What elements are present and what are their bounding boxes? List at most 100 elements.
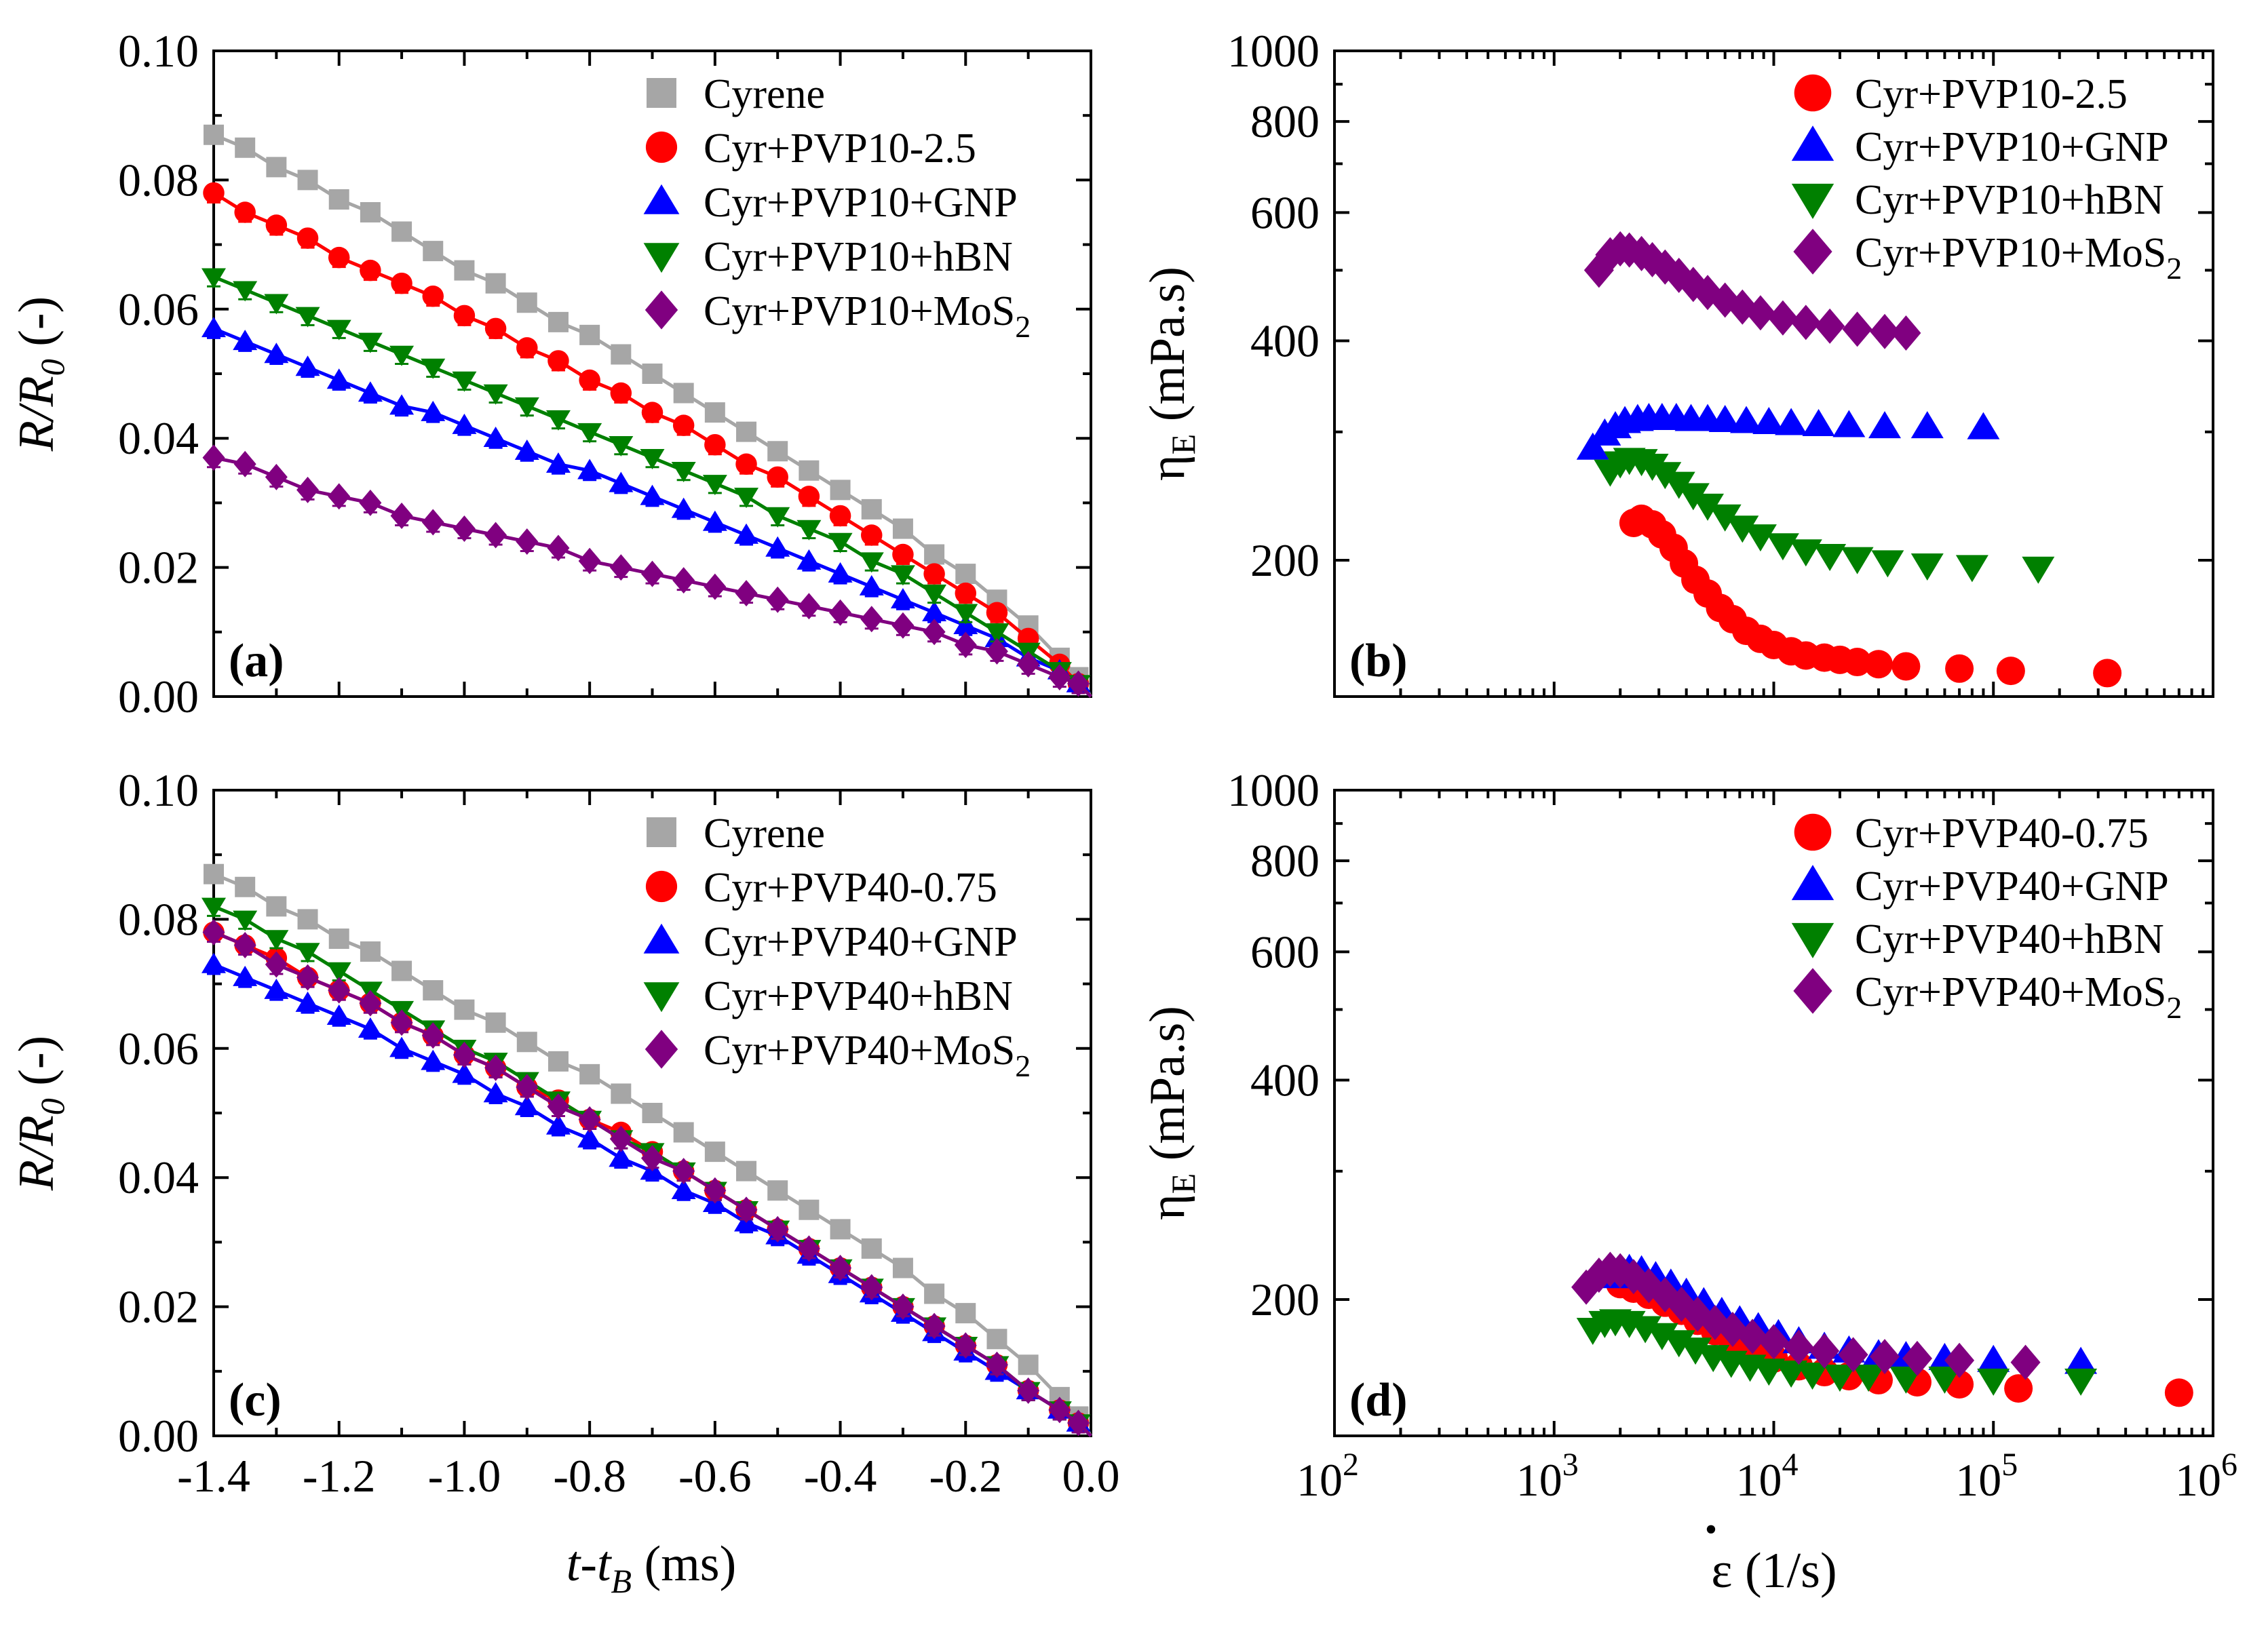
series-cyr-pvp10-2-5: [1619, 504, 2122, 688]
legend-label: Cyr+PVP40+MoS2: [704, 1028, 1031, 1083]
y-tick-label: 400: [1250, 1055, 1320, 1106]
data-point: [547, 534, 570, 562]
y-tick-label: 600: [1250, 926, 1320, 977]
data-point: [454, 999, 475, 1020]
data-point: [1864, 650, 1893, 679]
legend-marker: [645, 290, 678, 330]
data-point: [483, 384, 508, 405]
data-point: [266, 896, 287, 917]
data-point: [766, 586, 789, 613]
data-point: [860, 1274, 883, 1301]
legend-label: Cyr+PVP40-0.75: [704, 865, 997, 911]
data-point: [2064, 1346, 2098, 1374]
y-tick-label: 0.06: [118, 1023, 199, 1074]
ticks: [212, 789, 1092, 1437]
data-point: [985, 1351, 1008, 1378]
series-cyr-pvp10-gnp: [1576, 402, 2000, 460]
data-point: [672, 567, 695, 594]
panel-a: 0.00 0.02 0.04 0.06 0.08 0.10 (a) Cyrene Cyr+PVP…: [118, 25, 1093, 722]
data-point: [955, 564, 976, 585]
data-point: [1726, 515, 1759, 543]
data-point: [295, 943, 320, 964]
data-point: [1744, 524, 1777, 552]
data-point: [579, 324, 600, 345]
data-point: [923, 619, 946, 646]
series-cyr-pvp10-mos2: [1583, 231, 1921, 351]
data-point: [421, 400, 446, 421]
data-point: [545, 1114, 571, 1135]
data-point: [1784, 1329, 1814, 1365]
data-point: [609, 471, 634, 492]
data-point: [202, 444, 225, 471]
data-point: [516, 1074, 539, 1101]
data-point: [358, 381, 383, 402]
y-tick-label: 200: [1250, 1274, 1320, 1325]
legend-marker: [1793, 229, 1832, 275]
data-point: [359, 990, 382, 1017]
y-axis-label: ηE (mPa.s): [1140, 267, 1202, 481]
data-point: [360, 259, 381, 281]
data-point: [1576, 432, 1609, 460]
data-point: [484, 522, 507, 549]
data-point: [1910, 553, 1944, 581]
data-point: [890, 565, 915, 586]
data-point: [296, 476, 320, 503]
data-point: [642, 1103, 663, 1123]
legend-marker: [1791, 865, 1834, 901]
y-tick-label: 0.08: [118, 893, 199, 945]
data-point: [514, 397, 539, 418]
data-point: [799, 1199, 820, 1220]
data-point: [2010, 1344, 2041, 1380]
data-point: [1067, 1409, 1090, 1437]
data-point: [922, 584, 947, 605]
data-point: [452, 371, 477, 392]
data-point: [1645, 1323, 1678, 1350]
data-point: [984, 623, 1010, 644]
data-point: [1809, 1333, 1840, 1369]
legend-label: Cyr+PVP40+MoS2: [1855, 969, 2182, 1025]
data-point: [203, 182, 225, 204]
data-point: [264, 978, 289, 999]
data-point: [484, 1054, 507, 1081]
data-point: [1977, 1368, 2010, 1396]
y-tick-label: 0.08: [118, 154, 199, 206]
y-tick-label: 400: [1250, 315, 1320, 367]
data-point: [328, 928, 349, 949]
legend-label: Cyr+PVP40+GNP: [704, 919, 1018, 965]
data-point: [390, 502, 413, 529]
data-point: [234, 201, 256, 223]
data-point: [547, 311, 569, 332]
ticks: [212, 50, 1092, 698]
data-point: [861, 524, 883, 546]
data-point: [1802, 409, 1835, 437]
data-point: [702, 510, 727, 531]
data-point: [295, 307, 320, 328]
data-point: [233, 450, 256, 477]
y-axis-label: ηE (mPa.s): [1140, 1006, 1202, 1220]
data-point: [640, 484, 665, 505]
data-point: [1832, 410, 1866, 437]
y-tick-label: 0.02: [118, 542, 199, 593]
data-point: [1843, 648, 1872, 677]
data-point: [547, 1093, 570, 1120]
data-point: [1996, 657, 2025, 686]
x-tick-label: -0.2: [929, 1450, 1002, 1502]
data-point: [1018, 1354, 1039, 1375]
data-point: [295, 355, 320, 376]
x-axis-label: t-tB (ms): [566, 1536, 736, 1600]
y-tick-label: 1000: [1227, 764, 1320, 816]
data-point: [1870, 1339, 1900, 1375]
data-point: [201, 897, 226, 918]
data-point: [453, 305, 476, 327]
y-tick-label: 200: [1250, 534, 1320, 586]
data-point: [1730, 406, 1763, 433]
data-point: [765, 536, 790, 557]
data-point: [204, 863, 224, 884]
data-point: [986, 1329, 1007, 1350]
data-point: [422, 286, 444, 307]
data-point: [547, 350, 569, 372]
data-point: [265, 951, 288, 978]
data-point: [1823, 1364, 1856, 1392]
legend-marker: [643, 243, 680, 273]
